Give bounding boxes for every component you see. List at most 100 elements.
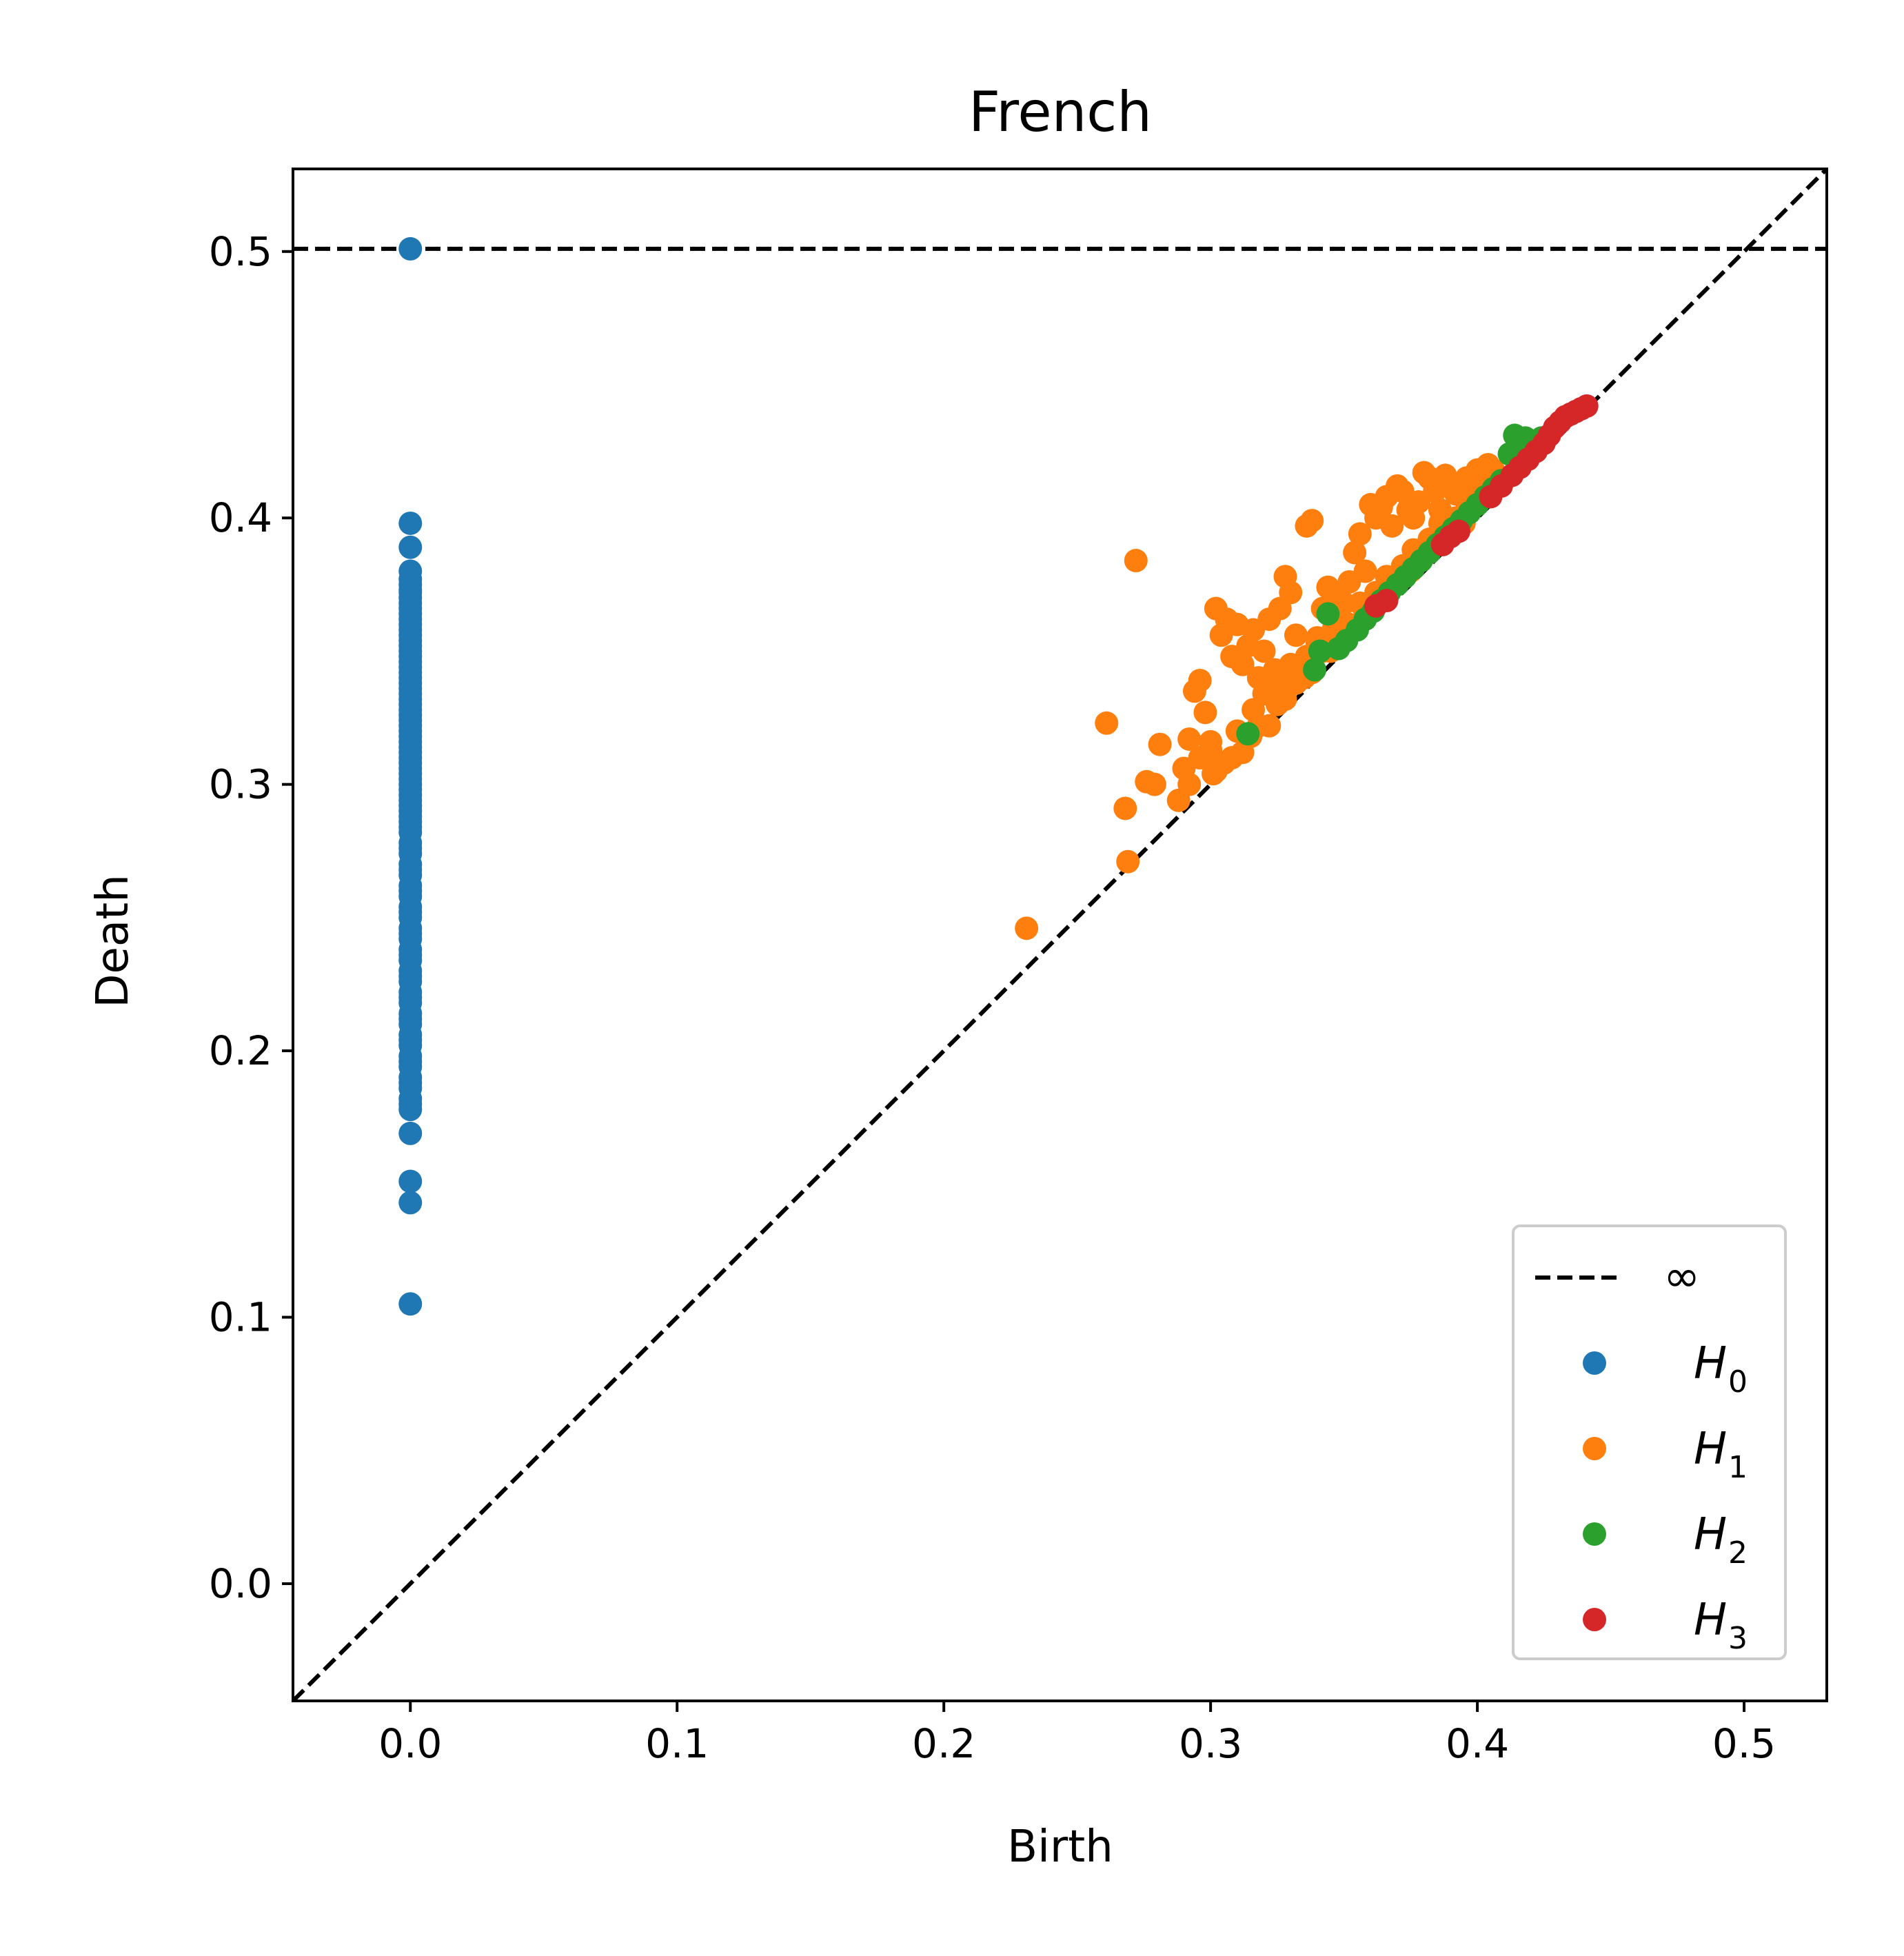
point-h1 bbox=[1284, 623, 1308, 647]
x-axis-title: Birth bbox=[1007, 1822, 1113, 1873]
point-h1 bbox=[1300, 509, 1324, 533]
point-h1 bbox=[1343, 541, 1367, 565]
point-h0 bbox=[398, 942, 423, 967]
point-h1 bbox=[1252, 639, 1276, 663]
diagonal-line bbox=[293, 169, 1827, 1701]
point-h0 bbox=[398, 762, 423, 786]
x-tick-label: 0.4 bbox=[1446, 1720, 1509, 1767]
y-tick-label: 0.2 bbox=[209, 1027, 272, 1074]
point-h0 bbox=[398, 591, 423, 615]
legend: ∞H 0H 1H 2H 3 bbox=[1512, 1224, 1787, 1660]
axes-frame bbox=[292, 168, 1828, 1702]
x-tick-label: 0.3 bbox=[1179, 1720, 1242, 1767]
legend-box bbox=[1512, 1224, 1787, 1660]
point-h1 bbox=[1220, 746, 1244, 770]
point-h0 bbox=[398, 1191, 423, 1215]
point-h0 bbox=[398, 676, 423, 700]
point-h1 bbox=[1188, 668, 1212, 692]
point-h1 bbox=[1279, 581, 1303, 605]
point-h1 bbox=[1380, 514, 1404, 538]
legend-swatch-h2 bbox=[1583, 1522, 1606, 1546]
point-h0 bbox=[398, 900, 423, 925]
point-h0 bbox=[398, 719, 423, 743]
y-axis-title: Death bbox=[88, 874, 139, 1008]
point-h1 bbox=[1124, 549, 1148, 573]
point-h1 bbox=[1177, 727, 1202, 751]
legend-infinity-label: ∞ bbox=[1663, 1251, 1700, 1302]
point-h1 bbox=[1193, 700, 1217, 725]
point-h0 bbox=[398, 985, 423, 1009]
point-h0 bbox=[398, 1169, 423, 1193]
point-h0 bbox=[398, 511, 423, 535]
point-h0 bbox=[398, 698, 423, 722]
point-h3 bbox=[1574, 394, 1599, 418]
point-h1 bbox=[1015, 916, 1039, 940]
point-h0 bbox=[398, 1121, 423, 1145]
point-h0 bbox=[398, 1071, 423, 1095]
point-h3 bbox=[1375, 589, 1399, 613]
y-tick-label: 0.0 bbox=[209, 1560, 272, 1607]
point-h1 bbox=[1116, 849, 1140, 874]
point-h2 bbox=[1303, 658, 1327, 682]
point-h0 bbox=[398, 1007, 423, 1031]
series-h3 bbox=[1364, 394, 1599, 618]
y-tick-label: 0.1 bbox=[209, 1294, 272, 1341]
point-h1 bbox=[1268, 671, 1292, 695]
point-h0 bbox=[398, 1049, 423, 1073]
legend-subscript-h1: 1 bbox=[1728, 1450, 1748, 1485]
point-h0 bbox=[398, 740, 423, 765]
point-h2 bbox=[1236, 722, 1260, 746]
legend-swatch-h1 bbox=[1583, 1437, 1606, 1460]
point-h0 bbox=[398, 964, 423, 988]
point-h0 bbox=[398, 572, 423, 596]
point-h1 bbox=[1148, 732, 1172, 756]
legend-label-h3: H bbox=[1694, 1595, 1727, 1646]
point-h1 bbox=[1353, 559, 1377, 583]
axes: 0.0 0.1 0.2 0.3 0.4 0.5 0.0 0.1 0.2 0.3 0.4 0.5 bbox=[209, 168, 1828, 1767]
legend-subscript-h2: 2 bbox=[1728, 1535, 1748, 1571]
point-h0 bbox=[398, 922, 423, 946]
point-h0 bbox=[398, 535, 423, 559]
point-h1 bbox=[1188, 746, 1212, 770]
plot-area bbox=[293, 169, 1827, 1701]
series-h0 bbox=[398, 236, 423, 1316]
x-tick-label: 0.0 bbox=[378, 1720, 442, 1767]
point-h0 bbox=[398, 634, 423, 658]
point-h1 bbox=[1204, 759, 1228, 783]
point-h0 bbox=[398, 1028, 423, 1052]
chart-title: French bbox=[969, 80, 1152, 144]
point-h1 bbox=[1142, 772, 1166, 796]
point-h0 bbox=[398, 805, 423, 829]
legend-subscript-h3: 3 bbox=[1728, 1621, 1748, 1656]
legend-swatch-h0 bbox=[1583, 1351, 1606, 1375]
point-h3 bbox=[1447, 519, 1470, 543]
point-h0 bbox=[398, 836, 423, 860]
legend-subscript-h0: 0 bbox=[1728, 1364, 1748, 1400]
point-h0 bbox=[398, 236, 423, 261]
point-h0 bbox=[398, 1292, 423, 1316]
legend-swatch-h3 bbox=[1583, 1608, 1606, 1631]
legend-label-h2: H bbox=[1694, 1509, 1727, 1560]
point-h2 bbox=[1316, 602, 1340, 626]
point-h2 bbox=[1308, 639, 1332, 663]
y-tick-label: 0.5 bbox=[209, 228, 272, 275]
point-h1 bbox=[1230, 652, 1255, 676]
x-tick-label: 0.2 bbox=[912, 1720, 975, 1767]
legend-label-h0: H bbox=[1694, 1338, 1727, 1389]
point-h1 bbox=[1348, 522, 1372, 546]
point-h0 bbox=[398, 612, 423, 636]
point-h0 bbox=[398, 655, 423, 679]
y-tick-label: 0.3 bbox=[209, 761, 272, 808]
y-tick-label: 0.4 bbox=[209, 494, 272, 541]
plot-clipped-layer bbox=[293, 169, 1827, 1701]
point-h1 bbox=[1095, 711, 1119, 735]
point-h0 bbox=[398, 858, 423, 882]
point-h1 bbox=[1177, 772, 1202, 796]
point-h0 bbox=[398, 783, 423, 807]
point-h1 bbox=[1113, 796, 1137, 820]
point-h0 bbox=[398, 1092, 423, 1116]
x-tick-label: 0.5 bbox=[1712, 1720, 1776, 1767]
